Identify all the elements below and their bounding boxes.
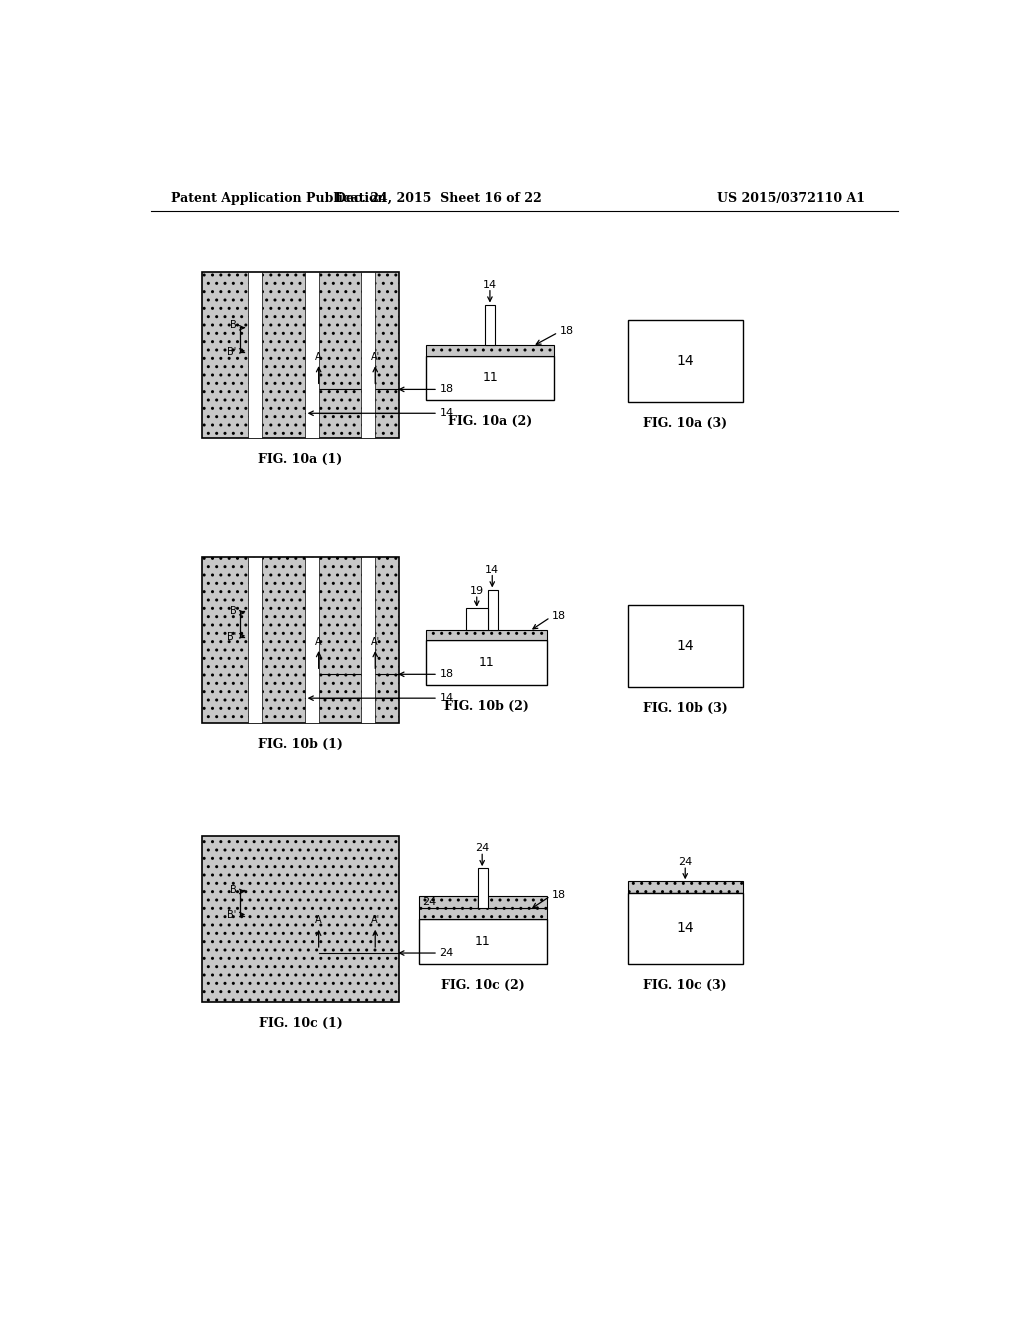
Bar — [628, 880, 742, 892]
Bar — [426, 630, 547, 640]
Text: A': A' — [371, 915, 380, 925]
Text: FIG. 10b (1): FIG. 10b (1) — [258, 738, 343, 751]
Bar — [305, 557, 318, 723]
Bar — [419, 919, 547, 964]
Text: 18: 18 — [552, 890, 566, 899]
Bar — [202, 557, 399, 723]
Bar — [486, 896, 547, 908]
Text: 11: 11 — [478, 656, 495, 669]
Text: 24: 24 — [678, 857, 692, 867]
Bar — [361, 272, 375, 438]
Text: A: A — [315, 351, 322, 362]
Text: 11: 11 — [482, 371, 499, 384]
Text: B': B' — [227, 347, 237, 356]
Text: A: A — [315, 636, 322, 647]
Text: 11: 11 — [475, 935, 490, 948]
Text: 18: 18 — [560, 326, 573, 335]
Bar — [628, 894, 742, 964]
Text: FIG. 10a (3): FIG. 10a (3) — [643, 417, 727, 430]
Text: FIG. 10c (1): FIG. 10c (1) — [259, 1016, 342, 1030]
Text: 24: 24 — [423, 898, 437, 907]
Text: 24: 24 — [475, 843, 489, 853]
Bar — [466, 609, 487, 630]
Bar — [361, 557, 375, 723]
Text: FIG. 10c (2): FIG. 10c (2) — [440, 979, 524, 991]
Text: 14: 14 — [677, 354, 694, 368]
Bar — [426, 345, 554, 355]
Bar — [305, 272, 318, 438]
Text: 14: 14 — [485, 565, 500, 574]
Text: FIG. 10c (3): FIG. 10c (3) — [643, 979, 727, 991]
Text: Patent Application Publication: Patent Application Publication — [171, 191, 386, 205]
Bar — [248, 272, 262, 438]
Text: FIG. 10b (2): FIG. 10b (2) — [444, 700, 528, 713]
Text: 19: 19 — [470, 586, 483, 597]
Text: B: B — [229, 606, 237, 616]
Bar — [477, 869, 487, 908]
Bar — [202, 272, 399, 438]
Text: FIG. 10a (2): FIG. 10a (2) — [449, 416, 532, 428]
Text: FIG. 10b (3): FIG. 10b (3) — [643, 702, 728, 714]
Text: US 2015/0372110 A1: US 2015/0372110 A1 — [717, 191, 865, 205]
Bar — [426, 640, 547, 685]
Text: 24: 24 — [439, 948, 454, 958]
Text: B': B' — [227, 631, 237, 642]
Text: B: B — [229, 884, 237, 895]
Bar — [628, 605, 742, 686]
Text: 14: 14 — [677, 639, 694, 653]
Bar — [248, 557, 262, 723]
Text: 14: 14 — [439, 408, 454, 418]
Text: 14: 14 — [483, 280, 497, 289]
Text: B: B — [229, 321, 237, 330]
Text: FIG. 10a (1): FIG. 10a (1) — [258, 453, 343, 466]
Bar — [419, 908, 547, 919]
Bar — [487, 590, 498, 630]
Text: 14: 14 — [439, 693, 454, 704]
Text: A': A' — [371, 636, 380, 647]
Text: B': B' — [227, 911, 237, 920]
Bar — [202, 836, 399, 1002]
Bar — [419, 896, 477, 908]
Text: 18: 18 — [439, 669, 454, 680]
Bar — [426, 355, 554, 400]
Bar — [485, 305, 496, 345]
Text: A: A — [315, 915, 322, 925]
Text: Dec. 24, 2015  Sheet 16 of 22: Dec. 24, 2015 Sheet 16 of 22 — [335, 191, 542, 205]
Bar — [628, 321, 742, 401]
Text: 18: 18 — [552, 611, 566, 620]
Text: 18: 18 — [439, 384, 454, 395]
Text: A': A' — [371, 351, 380, 362]
Text: 14: 14 — [677, 921, 694, 936]
